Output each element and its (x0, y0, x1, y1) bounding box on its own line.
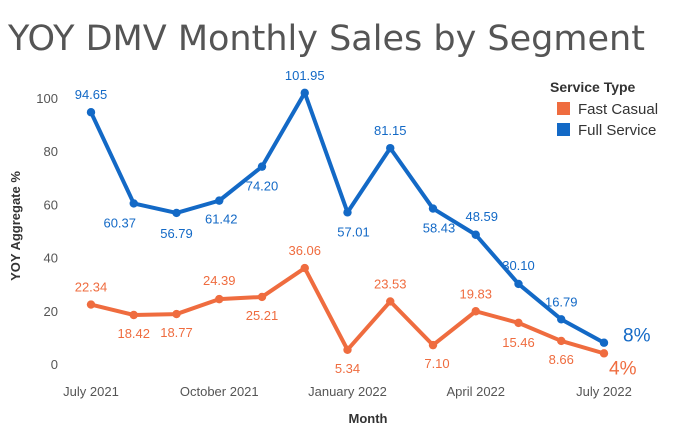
full-service-data-label: 8% (623, 326, 651, 347)
y-tick-label: 20 (44, 304, 58, 319)
fast-casual-data-label: 36.06 (288, 243, 321, 258)
series-lines (89, 90, 606, 356)
fast-casual-point[interactable] (172, 309, 181, 319)
full-service-point[interactable] (86, 108, 96, 117)
full-service-legend-label: Full Service (578, 122, 656, 139)
x-tick-label: April 2022 (446, 384, 505, 399)
y-tick-label: 100 (36, 91, 58, 106)
fast-casual-legend-label: Fast Casual (578, 101, 658, 118)
full-service-point[interactable] (257, 162, 267, 171)
fast-casual-point[interactable] (257, 292, 267, 302)
fast-casual-point[interactable] (343, 345, 352, 354)
fast-casual-data-label: 18.77 (160, 325, 193, 340)
fast-casual-point[interactable] (514, 318, 523, 328)
y-tick-label: 80 (44, 144, 58, 159)
fast-casual-data-label: 19.83 (459, 286, 492, 301)
fast-casual-point[interactable] (215, 294, 224, 304)
fast-casual-point[interactable] (599, 349, 609, 358)
x-axis-label: Month (349, 411, 388, 426)
fast-casual-data-label: 25.21 (246, 308, 279, 323)
fast-casual-point[interactable] (86, 300, 96, 309)
full-service-line (89, 90, 606, 345)
chart-title: YOY DMV Monthly Sales by Segment (7, 19, 645, 59)
full-service-point[interactable] (300, 88, 309, 98)
fast-casual-data-label: 22.34 (75, 280, 108, 295)
fast-casual-data-label: 7.10 (424, 356, 449, 371)
full-service-data-label: 60.37 (103, 215, 136, 230)
fast-casual-point[interactable] (428, 340, 438, 350)
full-service-point[interactable] (343, 208, 352, 217)
fast-casual-data-label: 24.39 (203, 273, 236, 288)
full-service-data-label: 58.43 (423, 221, 456, 236)
full-service-data-label: 48.59 (465, 209, 498, 224)
full-service-data-label: 74.20 (246, 179, 279, 194)
full-service-data-label: 94.65 (75, 87, 108, 102)
full-service-data-label: 101.95 (285, 68, 325, 83)
fast-casual-point[interactable] (557, 336, 566, 346)
full-service-data-label: 56.79 (160, 226, 193, 241)
full-service-data-label: 30.10 (502, 258, 535, 273)
fast-casual-data-label: 5.34 (335, 361, 360, 376)
full-service-data-label: 16.79 (545, 294, 578, 309)
y-tick-label: 40 (44, 251, 58, 266)
fast-casual-data-label: 18.42 (117, 326, 150, 341)
legend[interactable]: Service Type Fast Casual Full Service (550, 79, 658, 139)
series-points (86, 88, 609, 358)
full-service-point[interactable] (386, 143, 395, 153)
full-service-point[interactable] (557, 315, 566, 324)
fast-casual-data-label: 23.53 (374, 276, 407, 291)
fast-casual-data-label: 4% (609, 358, 637, 379)
y-axis-ticks: 0 20 40 60 80 100 (36, 91, 58, 372)
y-tick-label: 60 (44, 197, 58, 212)
fast-casual-point[interactable] (300, 263, 309, 273)
y-tick-label: 0 (51, 357, 58, 372)
full-service-point[interactable] (471, 230, 480, 239)
full-service-point[interactable] (599, 338, 609, 347)
full-service-data-label: 61.42 (205, 212, 238, 227)
y-axis-label: YOY Aggregate % (8, 171, 23, 281)
full-service-data-label: 81.15 (374, 123, 407, 138)
full-service-point[interactable] (514, 279, 523, 289)
x-tick-label: July 2022 (576, 384, 632, 399)
fast-casual-data-label: 15.46 (502, 335, 535, 350)
full-service-point[interactable] (172, 208, 181, 218)
x-axis-ticks: July 2021 October 2021 January 2022 April 2… (63, 384, 632, 399)
fast-casual-point[interactable] (471, 307, 480, 316)
full-service-point[interactable] (428, 204, 438, 213)
full-service-data-label: 57.01 (337, 224, 370, 239)
full-service-point[interactable] (129, 199, 138, 208)
full-service-legend-swatch (557, 123, 570, 136)
x-tick-label: January 2022 (308, 384, 387, 399)
full-service-point[interactable] (215, 196, 224, 205)
fast-casual-data-label: 8.66 (549, 352, 574, 367)
fast-casual-point[interactable] (129, 310, 138, 320)
fast-casual-point[interactable] (386, 297, 395, 306)
fast-casual-legend-swatch (557, 102, 570, 115)
x-tick-label: October 2021 (180, 384, 259, 399)
data-labels: 22.34 18.42 18.77 24.39 25.21 36.06 5.34 23.53 7… (75, 68, 651, 380)
x-tick-label: July 2021 (63, 384, 119, 399)
legend-title: Service Type (550, 79, 636, 95)
